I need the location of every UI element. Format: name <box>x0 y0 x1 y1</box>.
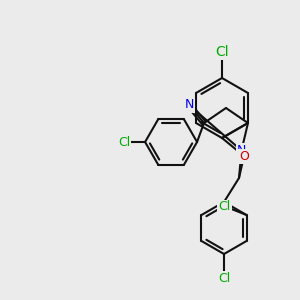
Text: Cl: Cl <box>215 45 229 59</box>
Text: N: N <box>237 144 246 157</box>
Text: Cl: Cl <box>218 200 231 214</box>
Text: O: O <box>239 149 249 163</box>
Text: N: N <box>184 98 194 112</box>
Text: Cl: Cl <box>118 136 130 148</box>
Text: Cl: Cl <box>218 272 230 284</box>
